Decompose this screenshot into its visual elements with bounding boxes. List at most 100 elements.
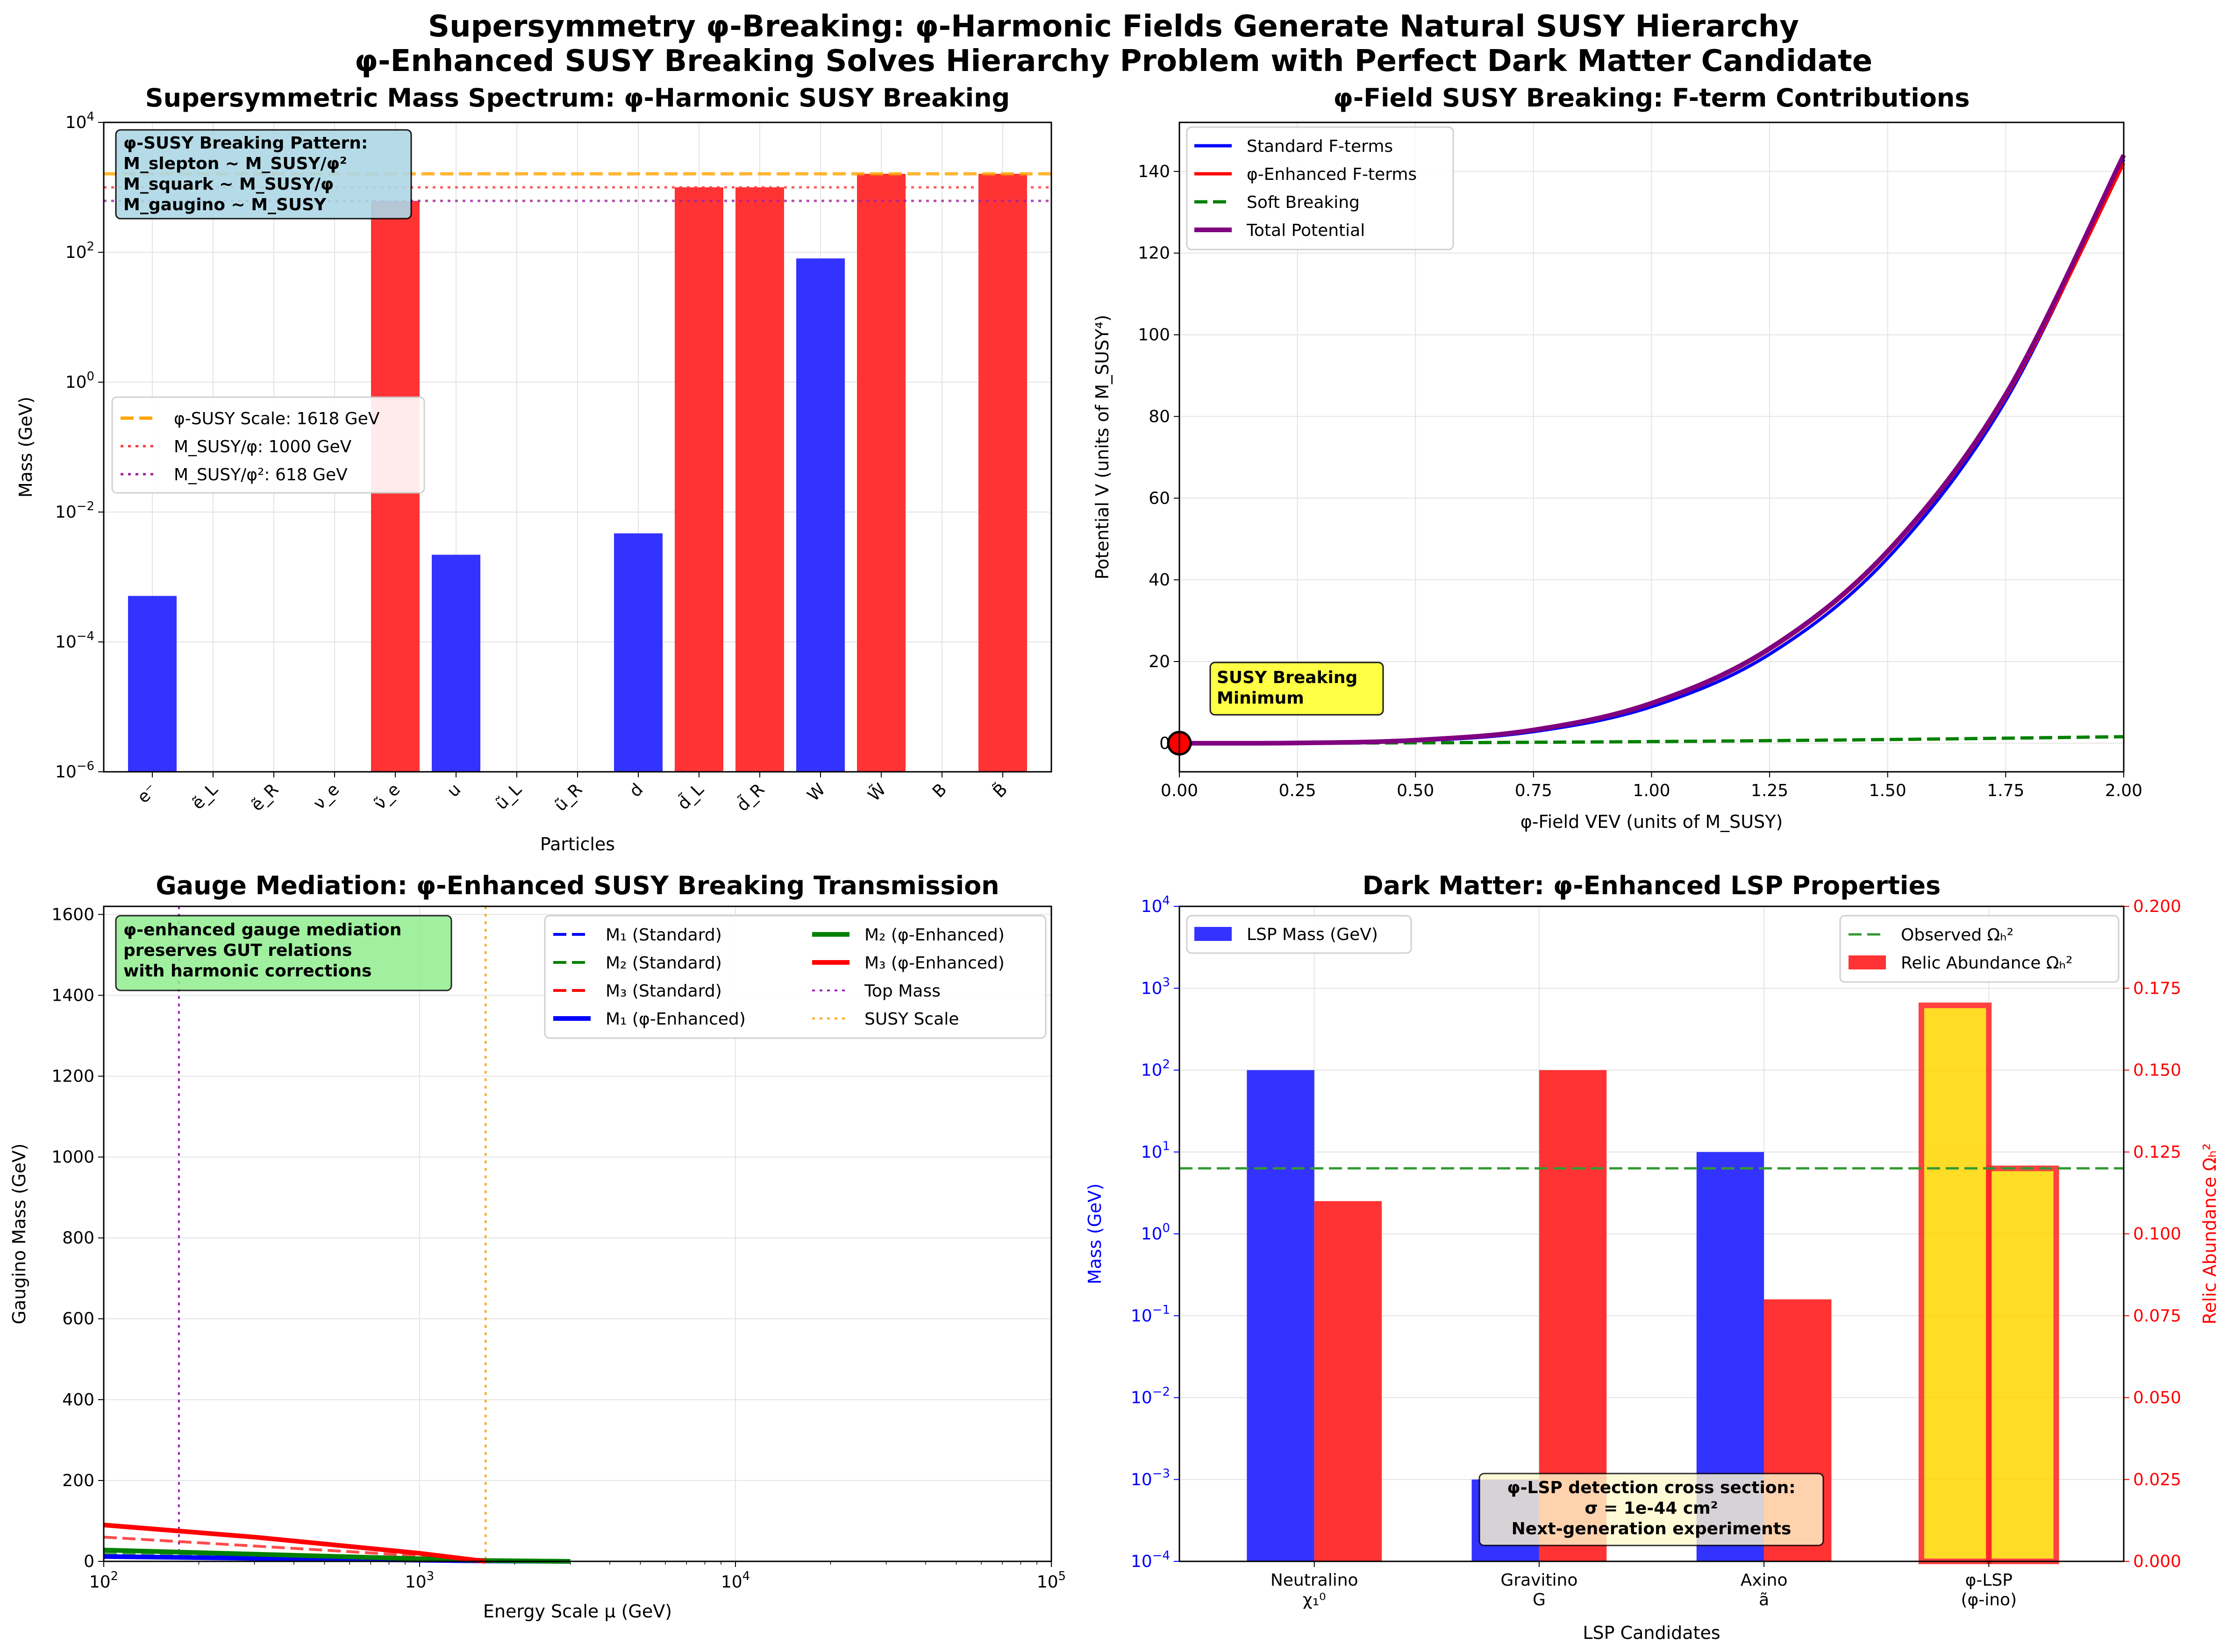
y-tick-label-right: 0.200 bbox=[2133, 897, 2181, 916]
y-tick-label-right: 0.175 bbox=[2133, 979, 2181, 998]
annotation-box bbox=[115, 129, 412, 220]
y-tick-label: 1400 bbox=[51, 986, 94, 1005]
plot-frame bbox=[1178, 121, 2125, 773]
legend-left: LSP Mass (GeV) bbox=[1186, 915, 1412, 954]
x-tick-label: 0.25 bbox=[1279, 781, 1316, 800]
legend-swatch bbox=[1849, 955, 1886, 969]
annotation-box bbox=[115, 915, 452, 991]
y-tick-label: 10−2 bbox=[55, 499, 94, 522]
legend-frame bbox=[1839, 915, 2120, 983]
gauge-panel: 102 103 104 105 0 200 400 600 800 1000 1200 1400 160… bbox=[9, 871, 1066, 1622]
y-tick-label-left: 10−2 bbox=[1131, 1385, 1170, 1407]
legend-label: Standard F-terms bbox=[1247, 137, 1393, 156]
annotation-line: σ = 1e-44 cm² bbox=[1585, 1499, 1718, 1518]
annotation-line: φ-SUSY Breaking Pattern: bbox=[123, 134, 368, 153]
annotation-line: Next-generation experiments bbox=[1512, 1519, 1792, 1538]
bar-e⁻ bbox=[128, 596, 177, 772]
legend-right: Observed Ωₕ² Relic Abundance Ωₕ² bbox=[1839, 915, 2120, 983]
y-tick-label: 200 bbox=[62, 1471, 94, 1490]
legend-label: LSP Mass (GeV) bbox=[1247, 925, 1378, 944]
y-tick-label-left: 100 bbox=[1141, 1221, 1170, 1244]
annotation-line: preserves GUT relations bbox=[123, 941, 352, 960]
fterm-panel: 0.00 0.25 0.50 0.75 1.00 1.25 1.50 1.75 2.00 0 20 4… bbox=[1092, 83, 2142, 832]
y-axis-label-left: Mass (GeV) bbox=[1085, 1183, 1105, 1284]
figure-title-line1: Supersymmetry φ-Breaking: φ-Harmonic Fie… bbox=[428, 9, 1799, 44]
x-tick-label: 1.75 bbox=[1987, 781, 2024, 800]
legend-label: M₁ (Standard) bbox=[606, 926, 722, 945]
annotation-line: M_slepton ~ M_SUSY/φ² bbox=[123, 154, 347, 173]
x-tick-label: Gravitino bbox=[1500, 1571, 1577, 1590]
bar-d̃_L bbox=[675, 187, 723, 772]
y-tick-label-left: 10−3 bbox=[1131, 1467, 1170, 1489]
darkmatter-panel: 10−4 10−3 10−2 10−1 100 101 102 103 104 0.000 0.02… bbox=[1085, 871, 2220, 1643]
series-line-3 bbox=[1179, 154, 2126, 746]
x-tick-label: 103 bbox=[405, 1569, 434, 1592]
y-tick-label-left: 104 bbox=[1141, 894, 1170, 916]
minimum-annotation: SUSY Breaking Minimum bbox=[1209, 662, 1384, 716]
y-tick-label: 10−4 bbox=[55, 629, 94, 652]
x-tick-label: 105 bbox=[1037, 1569, 1066, 1592]
y-tick-label-right: 0.050 bbox=[2133, 1389, 2181, 1408]
legend-label: Relic Abundance Ωₕ² bbox=[1901, 954, 2073, 973]
y-tick-label-right: 0.125 bbox=[2133, 1143, 2181, 1162]
panel-title: Supersymmetric Mass Spectrum: φ-Harmonic… bbox=[145, 83, 1010, 113]
x-axis-label: Particles bbox=[540, 834, 615, 854]
x-tick-label: 0.50 bbox=[1397, 781, 1434, 800]
legend-label: SUSY Scale bbox=[864, 1010, 959, 1029]
y-axis-label-right: Relic Abundance Ωₕ² bbox=[2199, 1143, 2220, 1324]
y-tick-label: 1000 bbox=[51, 1148, 94, 1167]
legend-label: φ-SUSY Scale: 1618 GeV bbox=[174, 409, 380, 428]
bar-u bbox=[432, 555, 480, 772]
y-tick-label: 0 bbox=[1159, 734, 1170, 753]
legend-label: M_SUSY/φ²: 618 GeV bbox=[174, 465, 348, 484]
y-tick-label: 102 bbox=[65, 240, 94, 262]
y-tick-label: 120 bbox=[1138, 244, 1170, 263]
y-tick-label-right: 0.025 bbox=[2133, 1470, 2181, 1489]
annotation-box bbox=[1209, 662, 1384, 716]
y-axis-label: Potential V (units of M_SUSY⁴) bbox=[1092, 315, 1113, 580]
y-axis-label: Gaugino Mass (GeV) bbox=[9, 1143, 29, 1324]
y-tick-label: 400 bbox=[62, 1390, 94, 1410]
y-tick-label-left: 102 bbox=[1141, 1057, 1170, 1080]
legend-label: M_SUSY/φ: 1000 GeV bbox=[174, 437, 352, 456]
x-tick-label: 1.00 bbox=[1633, 781, 1670, 800]
annotation-line: with harmonic corrections bbox=[123, 961, 371, 981]
legend: φ-SUSY Scale: 1618 GeV M_SUSY/φ: 1000 GeV… bbox=[111, 396, 425, 494]
legend: M₁ (Standard) M₂ (Standard) M₃ (Standard) M… bbox=[544, 915, 1047, 1039]
y-axis-label: Mass (GeV) bbox=[15, 397, 36, 498]
x-tick-label-symbol: χ₁⁰ bbox=[1303, 1590, 1326, 1609]
x-tick-label-symbol: G bbox=[1533, 1590, 1546, 1609]
y-tick-label: 80 bbox=[1149, 407, 1170, 426]
mass-bar-0 bbox=[1247, 1070, 1314, 1561]
legend: Standard F-terms φ-Enhanced F-terms Soft B… bbox=[1186, 126, 1454, 250]
pattern-annotation: φ-SUSY Breaking Pattern:M_slepton ~ M_SU… bbox=[115, 129, 412, 220]
y-tick-label-left: 103 bbox=[1141, 976, 1170, 998]
figure-title-line2: φ-Enhanced SUSY Breaking Solves Hierarch… bbox=[355, 44, 1872, 78]
x-tick-label-symbol: (φ-ino) bbox=[1961, 1590, 2017, 1609]
x-tick-label: 0.00 bbox=[1161, 781, 1198, 800]
legend-frame bbox=[1186, 915, 1412, 954]
annotation-line: SUSY Breaking bbox=[1217, 668, 1357, 687]
y-tick-label: 10−6 bbox=[55, 759, 94, 782]
y-tick-label: 100 bbox=[65, 370, 94, 392]
x-tick-label: 2.00 bbox=[2105, 781, 2142, 800]
x-axis-label: LSP Candidates bbox=[1583, 1623, 1720, 1643]
plot-frame bbox=[103, 905, 1052, 1562]
x-tick-label: 102 bbox=[89, 1569, 118, 1592]
x-axis-label: Energy Scale μ (GeV) bbox=[483, 1601, 672, 1622]
y-tick-label: 0 bbox=[84, 1552, 94, 1571]
bar-W bbox=[796, 258, 845, 772]
mass-bar-3 bbox=[1918, 1002, 1992, 1564]
x-tick-label: 1.25 bbox=[1751, 781, 1788, 800]
x-axis-label: φ-Field VEV (units of M_SUSY) bbox=[1520, 812, 1783, 832]
y-tick-label-left: 101 bbox=[1141, 1139, 1170, 1162]
legend-frame bbox=[1186, 126, 1454, 250]
series-line-5 bbox=[103, 1523, 486, 1564]
panel-title: Gauge Mediation: φ-Enhanced SUSY Breakin… bbox=[156, 871, 999, 900]
y-tick-label-right: 0.150 bbox=[2133, 1061, 2181, 1080]
legend-label: M₂ (φ-Enhanced) bbox=[864, 926, 1005, 945]
relic-bar-3 bbox=[1986, 1165, 2059, 1565]
